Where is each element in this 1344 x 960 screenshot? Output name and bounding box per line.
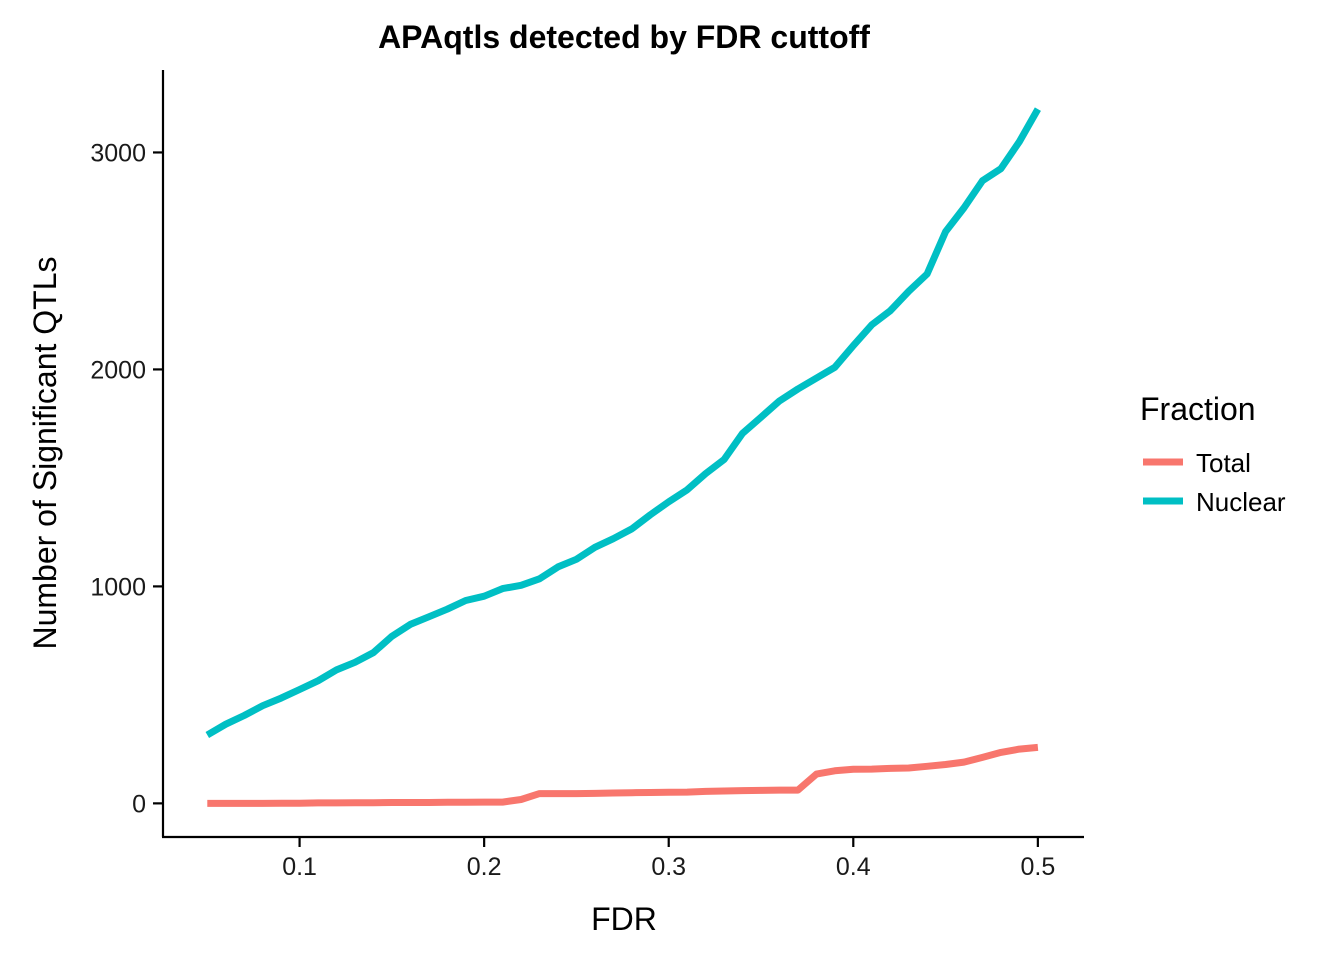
y-axis-title: Number of Significant QTLs <box>27 256 63 649</box>
x-tick-label: 0.4 <box>836 853 871 881</box>
legend: Fraction Total Nuclear <box>1140 391 1286 517</box>
legend-label-total: Total <box>1196 448 1251 478</box>
x-tick-label: 0.1 <box>282 853 317 881</box>
legend-title: Fraction <box>1140 391 1256 427</box>
chart-title: APAqtls detected by FDR cuttoff <box>378 19 870 55</box>
x-axis-title: FDR <box>591 901 657 937</box>
y-tick-label: 1000 <box>90 573 146 601</box>
series-line-nuclear <box>205 107 1041 739</box>
x-tick-label: 0.3 <box>651 853 686 881</box>
series-lines <box>205 107 1041 807</box>
y-tick-label: 2000 <box>90 356 146 384</box>
y-tick-label: 0 <box>132 790 146 818</box>
y-ticks: 0 1000 2000 3000 <box>90 139 163 818</box>
series-line-total <box>207 743 1039 807</box>
x-tick-label: 0.5 <box>1020 853 1055 881</box>
x-ticks: 0.1 0.2 0.3 0.4 0.5 <box>282 837 1055 881</box>
x-tick-label: 0.2 <box>467 853 502 881</box>
y-tick-label: 3000 <box>90 139 146 167</box>
plot-area: 0.1 0.2 0.3 0.4 0.5 0 1000 2000 3000 <box>90 70 1084 881</box>
legend-items: Total Nuclear <box>1143 448 1286 517</box>
legend-label-nuclear: Nuclear <box>1196 487 1286 517</box>
